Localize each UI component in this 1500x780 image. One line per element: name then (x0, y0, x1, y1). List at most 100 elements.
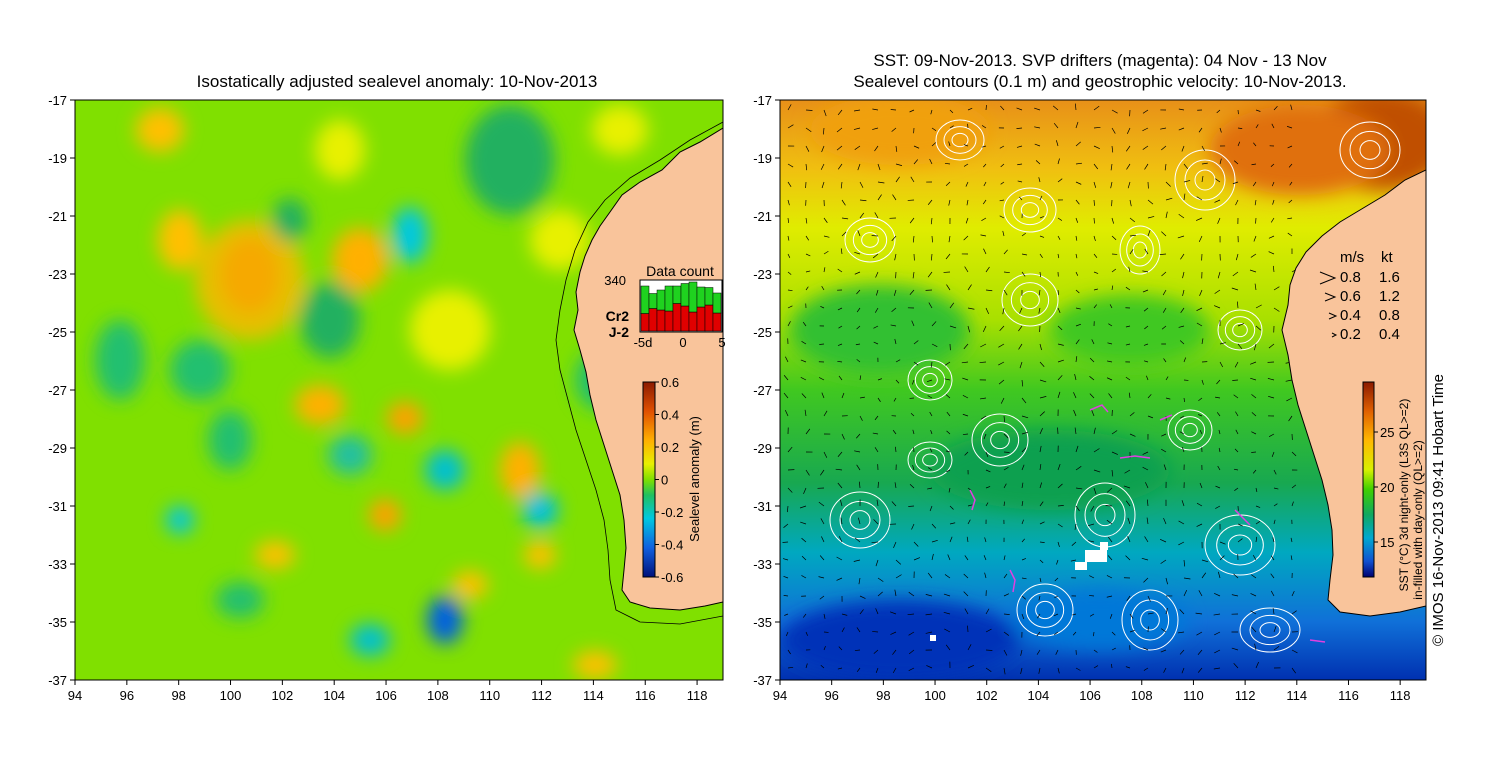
velocity-arrow (1075, 121, 1079, 129)
x-tick: 96 (824, 680, 839, 703)
drifter-tracks (969, 404, 1326, 643)
velocity-arrow (1271, 181, 1275, 187)
velocity-arrow (890, 631, 897, 635)
velocity-arrow (931, 553, 934, 561)
velocity-arrow (805, 235, 810, 241)
velocity-arrow (1052, 105, 1059, 111)
velocity-arrow (785, 631, 789, 637)
j2-count-bar (656, 309, 666, 332)
sla-low-blob (208, 410, 252, 470)
velocity-arrow (1074, 373, 1077, 381)
velocity-arrow (927, 271, 933, 278)
velocity-arrow (1021, 482, 1024, 489)
velocity-arrow (1111, 451, 1118, 455)
sla-low-blob (170, 340, 230, 400)
velocity-arrow (892, 429, 897, 435)
velocity-arrow (1075, 141, 1081, 147)
velocity-arrow (1093, 105, 1100, 111)
velocity-arrow (1111, 285, 1114, 291)
legend-ms-value: 0.2 (1340, 326, 1361, 343)
velocity-arrow (1235, 429, 1239, 435)
sla-high-blob (500, 442, 540, 498)
velocity-arrow (925, 631, 933, 634)
velocity-arrow (929, 411, 933, 417)
legend-kt-value: 1.6 (1379, 269, 1400, 286)
velocity-arrow (1107, 555, 1113, 561)
velocity-arrow (1254, 643, 1257, 651)
sla-colorbar-tick: -0.4 (655, 538, 683, 553)
velocity-arrow (1021, 538, 1026, 543)
velocity-arrow (1287, 232, 1293, 237)
x-tick-label: 108 (427, 688, 449, 703)
y-tick-label: -31 (753, 499, 772, 514)
velocity-arrow (837, 109, 843, 116)
velocity-arrow (1214, 631, 1221, 636)
velocity-arrow (875, 667, 879, 673)
contour-line (1359, 140, 1381, 160)
sla-low-blob (522, 492, 558, 528)
velocity-arrow (1237, 141, 1241, 147)
velocity-arrow (1057, 523, 1063, 528)
velocity-arrow (873, 519, 879, 525)
velocity-arrow (1219, 342, 1226, 345)
velocity-arrow (895, 176, 900, 183)
sst-cold-patch (1010, 590, 1190, 650)
velocity-arrow (857, 230, 861, 237)
velocity-arrow (928, 302, 933, 309)
contour-line (1249, 614, 1291, 646)
velocity-legend: m/s kt 0.8 1.6 0.6 1.2 0.4 0.8 0.2 0.4 (1319, 249, 1400, 343)
velocity-arrow (872, 432, 879, 435)
velocity-arrow (823, 235, 830, 238)
sla-high-blob (315, 120, 365, 180)
velocity-arrow (1183, 163, 1189, 170)
velocity-arrow (1111, 145, 1114, 153)
velocity-arrow (1270, 573, 1275, 579)
velocity-arrow (823, 410, 828, 417)
velocity-arrow (877, 378, 882, 381)
sla-high-blob (592, 105, 648, 155)
legend-kt-value: 0.4 (1379, 326, 1400, 343)
velocity-arrow (859, 396, 865, 399)
velocity-arrow (877, 181, 885, 184)
velocity-arrow (945, 394, 951, 399)
velocity-arrow (1218, 447, 1221, 453)
velocity-arrow (908, 649, 915, 655)
velocity-arrow (1144, 248, 1149, 255)
velocity-arrow (946, 430, 951, 435)
velocity-arrow (894, 253, 897, 261)
velocity-arrow (1182, 271, 1185, 279)
velocity-arrow (1089, 613, 1095, 617)
velocity-arrow (1075, 217, 1079, 223)
contour-line (844, 217, 896, 263)
x-tick-label: 106 (375, 688, 397, 703)
x-tick-label: 94 (68, 688, 82, 703)
velocity-arrow (1268, 395, 1275, 399)
velocity-arrow (946, 411, 951, 417)
velocity-arrow (1124, 469, 1131, 474)
velocity-arrow (1075, 307, 1081, 310)
velocity-arrow (1075, 162, 1083, 165)
legend-row: 0.6 1.2 (1324, 288, 1400, 305)
velocity-arrow (1219, 361, 1224, 368)
velocity-arrow (1255, 521, 1261, 525)
velocity-arrow (1075, 339, 1080, 345)
velocity-arrow (943, 593, 951, 597)
velocity-arrow (1232, 271, 1239, 277)
sst-tick-label: 25 (1380, 425, 1394, 440)
velocity-arrow (820, 163, 825, 170)
velocity-arrow (1057, 541, 1060, 548)
velocity-arrow (1273, 519, 1276, 525)
velocity-arrow (1127, 517, 1131, 525)
velocity-arrow (985, 628, 992, 633)
velocity-arrow (1268, 343, 1275, 349)
velocity-arrow (1126, 163, 1131, 170)
velocity-arrow (836, 145, 843, 151)
x-tick: 110 (479, 680, 500, 703)
velocity-arrow (1177, 631, 1185, 634)
velocity-arrow (1143, 577, 1149, 583)
x-tick: 106 (375, 680, 397, 703)
velocity-arrow (1129, 433, 1136, 437)
x-tick-label: 112 (531, 688, 552, 703)
velocity-arrow (1002, 230, 1005, 237)
j2-count-bar (688, 311, 698, 332)
